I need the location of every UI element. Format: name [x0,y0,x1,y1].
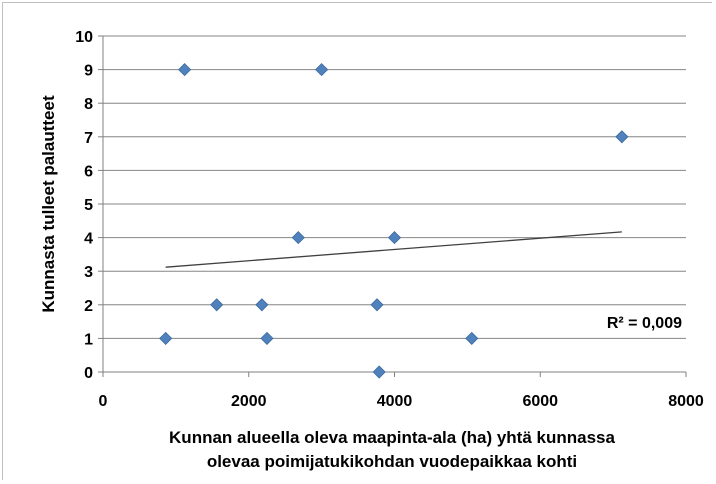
data-point [615,130,629,144]
data-point [159,331,173,345]
y-tick-label: 10 [75,29,93,46]
tick-labels: 0 1 2 3 4 5 6 7 8 9 10 0 2000 4000 6000 8000 [75,29,704,410]
data-point [291,231,305,245]
gridlines [103,35,686,339]
x-tick-label: 8000 [668,393,704,410]
data-point [260,331,274,345]
data-point [465,331,479,345]
y-tick-label: 6 [84,163,93,180]
y-tick-label: 5 [84,197,93,214]
x-tick-label: 2000 [231,393,267,410]
y-tick-label: 9 [84,63,93,80]
y-tick-label: 4 [84,231,93,248]
data-point [387,231,402,245]
data-point [370,298,384,312]
y-axis-title: Kunnasta tulleet palautteet [39,95,58,313]
y-tick-label: 1 [84,331,93,348]
trendline [165,231,622,268]
x-tick-label: 4000 [377,393,413,410]
data-point [255,298,269,312]
data-point [178,63,192,77]
data-point [210,298,224,312]
x-tick-label: 0 [99,393,108,410]
data-points [159,63,629,379]
y-tick-label: 8 [84,96,93,113]
y-tick-label: 0 [84,365,93,382]
x-axis-title-line-2: olevaa poimijatukikohdan vuodepaikkaa ko… [207,452,577,471]
y-tick-label: 3 [84,264,93,281]
chart-frame [2,2,712,480]
data-point [372,365,386,379]
data-point [315,63,329,77]
y-tick-label: 7 [84,130,93,147]
x-axis-title-line-1: Kunnan alueella oleva maapinta-ala (ha) … [169,428,615,447]
x-tick-label: 6000 [522,393,558,410]
r-squared-label: R² = 0,009 [607,315,682,332]
y-tick-label: 2 [84,298,93,315]
